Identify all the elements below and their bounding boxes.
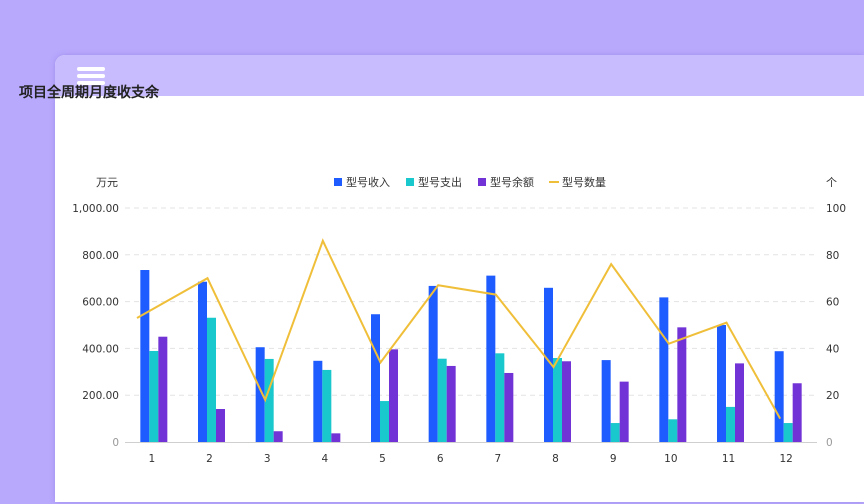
y2-axis-tick: 100: [826, 203, 846, 215]
x-axis-tick: 9: [610, 453, 617, 465]
y-axis-tick: 800.00: [82, 250, 119, 262]
bar-income[interactable]: [198, 281, 207, 442]
bar-expense[interactable]: [610, 423, 620, 442]
y-axis-tick: 400.00: [82, 343, 119, 355]
y2-axis-tick: 40: [826, 343, 839, 355]
bar-income[interactable]: [371, 314, 380, 442]
x-axis-tick: 11: [722, 453, 735, 465]
x-axis-tick: 4: [321, 453, 328, 465]
bar-balance[interactable]: [446, 365, 456, 442]
x-axis-tick: 10: [664, 453, 677, 465]
y-axis-tick: 200.00: [82, 390, 119, 402]
y-axis-tick: 600.00: [82, 297, 119, 309]
bar-balance[interactable]: [273, 431, 283, 442]
bar-income[interactable]: [255, 347, 265, 442]
legend-item[interactable]: 型号收入: [346, 175, 390, 189]
bar-expense[interactable]: [322, 369, 332, 442]
chart-card: [55, 55, 864, 502]
bar-expense[interactable]: [495, 353, 505, 442]
hamburger-menu-icon[interactable]: [77, 67, 105, 85]
legend-swatch: [334, 178, 342, 186]
bar-balance[interactable]: [331, 433, 341, 442]
bar-balance[interactable]: [792, 383, 802, 442]
y2-axis-tick: 20: [826, 390, 839, 402]
bar-expense[interactable]: [380, 401, 389, 442]
x-axis-tick: 6: [437, 453, 444, 465]
bar-income[interactable]: [659, 297, 669, 442]
bar-expense[interactable]: [553, 357, 562, 442]
x-axis-tick: 7: [494, 453, 501, 465]
bar-balance[interactable]: [677, 327, 687, 442]
bar-income[interactable]: [140, 270, 150, 442]
x-axis-tick: 12: [779, 453, 792, 465]
bar-expense[interactable]: [264, 358, 274, 442]
x-axis-tick: 1: [148, 453, 155, 465]
bar-income[interactable]: [601, 360, 611, 442]
x-axis-tick: 5: [379, 453, 386, 465]
bar-balance[interactable]: [504, 372, 514, 442]
bar-income[interactable]: [313, 360, 323, 442]
x-axis-tick: 8: [552, 453, 559, 465]
y2-axis-tick: 60: [826, 297, 839, 309]
bar-expense[interactable]: [726, 406, 735, 442]
legend-item[interactable]: 型号支出: [418, 175, 462, 189]
x-axis-tick: 3: [264, 453, 271, 465]
legend-swatch: [406, 178, 414, 186]
bar-income[interactable]: [774, 351, 784, 442]
bar-expense[interactable]: [437, 358, 447, 442]
legend-item[interactable]: 型号数量: [562, 175, 606, 189]
bar-balance[interactable]: [619, 381, 629, 442]
y2-axis-tick: 80: [826, 250, 839, 262]
y-axis-tick: 0: [112, 437, 119, 449]
bar-expense[interactable]: [783, 423, 793, 442]
y-axis-tick: 1,000.00: [72, 203, 119, 215]
bar-balance[interactable]: [389, 349, 398, 442]
card-header: [55, 55, 864, 96]
y2-axis-tick: 0: [826, 437, 833, 449]
bar-expense[interactable]: [207, 317, 216, 442]
bar-income[interactable]: [486, 275, 496, 442]
y-axis-unit: 万元: [96, 176, 118, 189]
legend-swatch: [478, 178, 486, 186]
bar-balance[interactable]: [735, 363, 744, 442]
quantity-line[interactable]: [136, 238, 782, 420]
bar-balance[interactable]: [562, 361, 571, 442]
bar-balance[interactable]: [158, 336, 168, 442]
bar-expense[interactable]: [149, 350, 159, 442]
y2-axis-unit: 个: [826, 176, 837, 189]
bar-income[interactable]: [717, 325, 726, 442]
x-axis-tick: 2: [206, 453, 213, 465]
legend-item[interactable]: 型号余额: [490, 175, 534, 189]
bar-income[interactable]: [428, 285, 438, 442]
chart-title: 项目全周期月度收支余: [19, 85, 159, 101]
bar-expense[interactable]: [668, 419, 678, 442]
bar-balance[interactable]: [216, 409, 225, 442]
bar-income[interactable]: [544, 287, 553, 442]
